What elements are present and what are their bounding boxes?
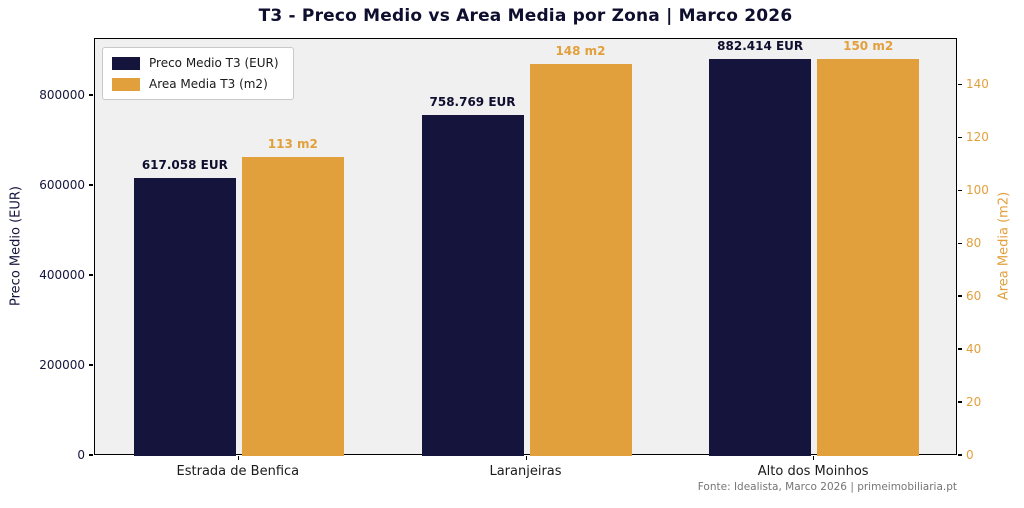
legend-swatch-preco [112,56,140,70]
left-tick-mark [89,364,93,366]
bar-value-label: 758.769 EUR [429,94,516,109]
bar-value-label: 148 m2 [555,44,606,59]
bar-preco-medio [709,58,812,456]
right-tick-label: 0 [966,448,974,462]
left-tick-label: 200000 [39,357,85,372]
bar-preco-medio [133,178,236,456]
right-tick-mark [958,401,962,403]
right-tick-mark [958,348,962,350]
right-axis-label: Area Media (m2) [996,191,1012,301]
x-tick-mark [237,456,240,460]
legend-label-area: Area Media T3 (m2) [149,77,268,91]
left-tick-label: 0 [77,448,85,462]
x-tick-label: Alto dos Moinhos [757,464,869,479]
bar-value-label: 617.058 EUR [141,158,228,173]
right-tick-label: 60 [966,289,982,304]
chart-title: T3 - Preco Medio vs Area Media por Zona … [258,6,793,26]
right-tick-mark [958,136,962,138]
right-tick-label: 40 [966,342,982,357]
legend-item-preco: Preco Medio T3 (EUR) [112,56,279,70]
left-tick-mark [89,454,93,456]
left-tick-label: 400000 [39,267,85,282]
source-caption: Fonte: Idealista, Marco 2026 | primeimob… [697,481,957,493]
right-tick-label: 100 [966,183,989,198]
right-tick-label: 120 [966,130,989,145]
right-tick-mark [958,242,962,244]
left-tick-label: 800000 [39,87,85,102]
right-tick-label: 140 [966,77,989,92]
x-tick-mark [525,456,527,460]
bar-area-media [817,58,920,456]
legend-label-preco: Preco Medio T3 (EUR) [149,56,279,70]
right-tick-mark [958,295,962,297]
bar-value-label: 882.414 EUR [717,38,804,53]
bar-area-media [529,64,632,456]
left-tick-mark [89,184,93,186]
legend-swatch-area [112,77,140,91]
bar-value-label: 150 m2 [843,38,894,53]
bar-area-media [241,156,344,456]
legend-item-area: Area Media T3 (m2) [112,77,279,91]
left-tick-label: 600000 [39,177,85,192]
bar-value-label: 113 m2 [267,136,318,151]
right-tick-mark [958,454,962,456]
right-tick-mark [958,83,962,85]
plot-area: Preco Medio T3 (EUR) Area Media T3 (m2) … [94,38,957,456]
right-tick-mark [958,189,962,191]
left-axis-label: Preco Medio (EUR) [8,186,24,306]
legend: Preco Medio T3 (EUR) Area Media T3 (m2) [102,47,294,100]
left-tick-mark [89,94,93,96]
x-tick-label: Estrada de Benfica [176,464,300,479]
bar-preco-medio [421,114,524,456]
left-tick-mark [89,274,93,276]
right-tick-label: 20 [966,395,982,410]
right-tick-label: 80 [966,236,982,251]
x-tick-mark [813,456,815,460]
x-tick-label: Laranjeiras [489,464,562,479]
